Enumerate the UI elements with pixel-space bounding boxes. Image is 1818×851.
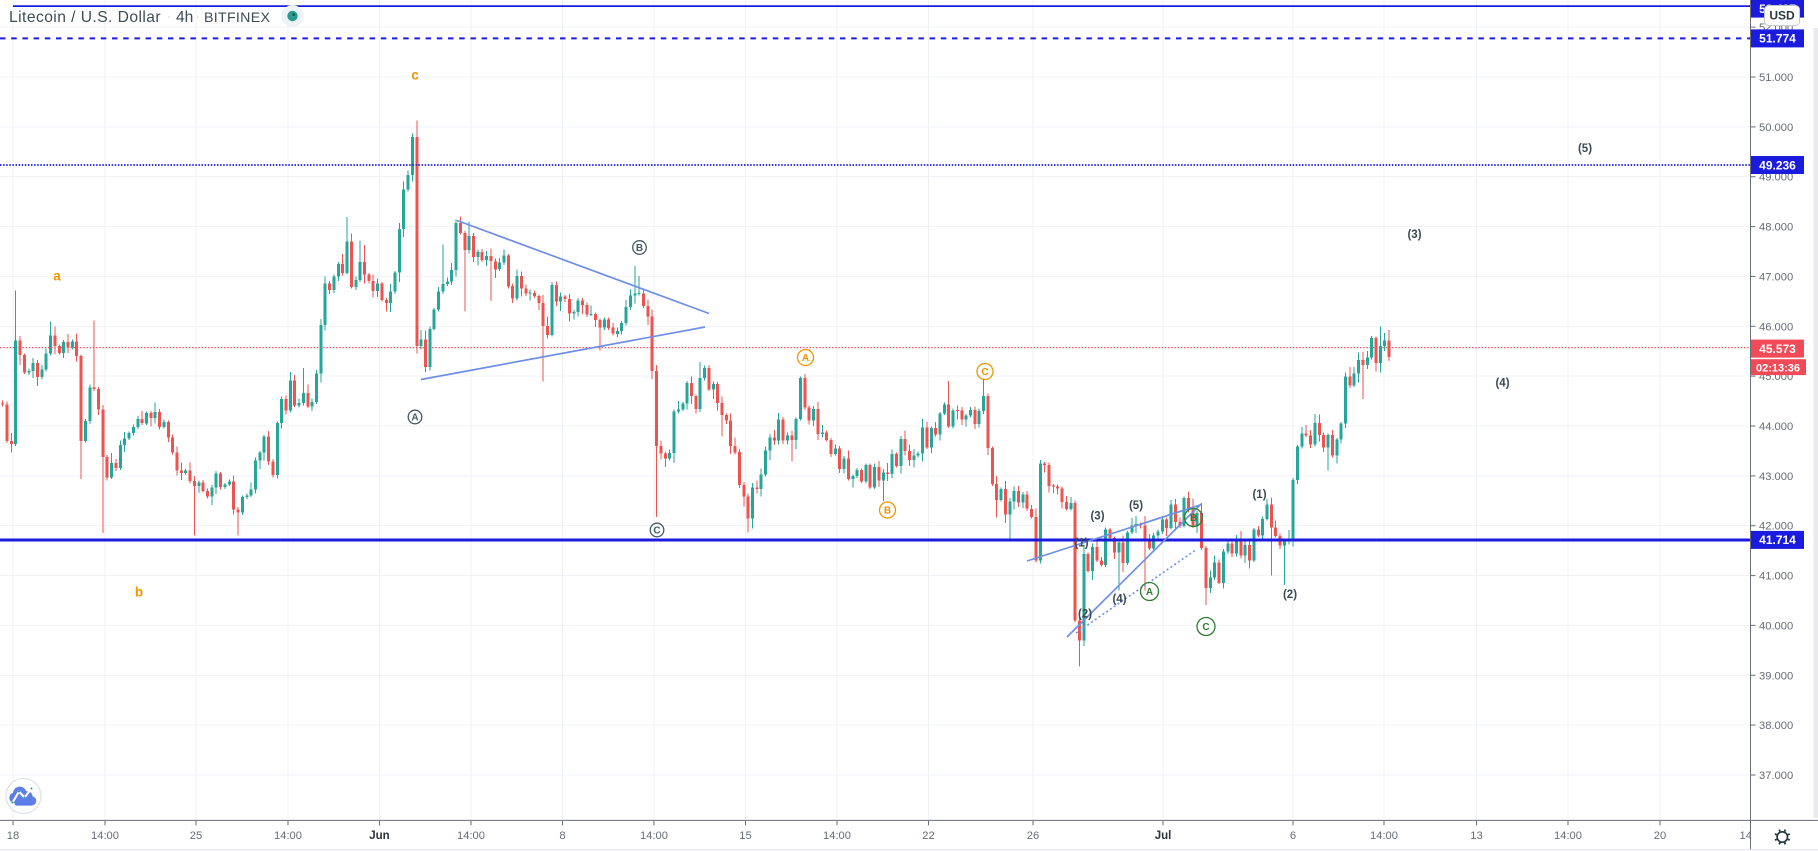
svg-text:02:13:36: 02:13:36 (1756, 362, 1800, 374)
svg-text:(4): (4) (1495, 378, 1509, 390)
svg-text:45.573: 45.573 (1759, 342, 1796, 356)
svg-text:14:00: 14:00 (457, 830, 485, 842)
svg-text:a: a (53, 269, 61, 284)
svg-text:38.000: 38.000 (1759, 720, 1793, 732)
svg-text:14:00: 14:00 (91, 830, 119, 842)
svg-text:14:00: 14:00 (274, 830, 302, 842)
svg-text:14:00: 14:00 (1554, 830, 1582, 842)
svg-text:Jun: Jun (369, 830, 389, 842)
svg-text:42.000: 42.000 (1759, 521, 1793, 533)
svg-text:15: 15 (739, 830, 751, 842)
svg-text:c: c (411, 68, 419, 83)
svg-text:26: 26 (1027, 830, 1039, 842)
svg-text:47.000: 47.000 (1759, 271, 1793, 283)
svg-text:44.000: 44.000 (1759, 421, 1793, 433)
svg-text:22: 22 (922, 830, 934, 842)
svg-text:B: B (1190, 513, 1197, 524)
svg-text:48.000: 48.000 (1759, 222, 1793, 234)
svg-text:46.000: 46.000 (1759, 321, 1793, 333)
svg-text:USD: USD (1769, 9, 1795, 23)
svg-text:52.000: 52.000 (1759, 22, 1793, 34)
svg-text:C: C (653, 525, 660, 536)
svg-text:(3): (3) (1090, 511, 1104, 523)
svg-text:(2): (2) (1283, 589, 1297, 601)
svg-text:6: 6 (1290, 830, 1296, 842)
svg-text:37.000: 37.000 (1759, 770, 1793, 782)
svg-text:(1): (1) (1074, 538, 1088, 550)
svg-text:50.000: 50.000 (1759, 122, 1793, 134)
svg-text:(3): (3) (1407, 229, 1421, 241)
svg-text:49.000: 49.000 (1759, 172, 1793, 184)
svg-text:BITFINEX: BITFINEX (204, 10, 270, 26)
svg-text:13: 13 (1470, 830, 1482, 842)
svg-text:41.000: 41.000 (1759, 571, 1793, 583)
svg-text:A: A (802, 353, 809, 364)
svg-text:C: C (1202, 622, 1209, 633)
svg-text:51.000: 51.000 (1759, 72, 1793, 84)
svg-text:14:00: 14:00 (823, 830, 851, 842)
svg-text:49.236: 49.236 (1759, 158, 1796, 172)
svg-text:b: b (135, 585, 143, 600)
svg-text:·: · (196, 11, 200, 23)
svg-text:(1): (1) (1252, 489, 1266, 501)
svg-text:40.000: 40.000 (1759, 620, 1793, 632)
svg-text:(4): (4) (1112, 594, 1126, 606)
svg-text:51.774: 51.774 (1759, 32, 1796, 46)
svg-text:(2): (2) (1078, 609, 1092, 621)
svg-text:41.714: 41.714 (1759, 533, 1796, 547)
svg-text:39.000: 39.000 (1759, 670, 1793, 682)
svg-text:14:00: 14:00 (1370, 830, 1398, 842)
svg-text:8: 8 (559, 830, 565, 842)
svg-text:20: 20 (1654, 830, 1666, 842)
svg-text:Jul: Jul (1155, 830, 1172, 842)
svg-text:4h: 4h (176, 9, 193, 26)
svg-text:14:00: 14:00 (1740, 830, 1768, 842)
svg-text:C: C (981, 367, 988, 378)
svg-text:·: · (167, 11, 171, 23)
svg-text:B: B (636, 243, 643, 254)
svg-text:43.000: 43.000 (1759, 471, 1793, 483)
svg-text:B: B (884, 505, 891, 516)
svg-text:Litecoin / U.S. Dollar: Litecoin / U.S. Dollar (9, 9, 161, 26)
svg-text:(5): (5) (1129, 500, 1143, 512)
svg-text:A: A (1146, 587, 1153, 598)
svg-text:18: 18 (7, 830, 19, 842)
svg-text:14:00: 14:00 (640, 830, 668, 842)
svg-text:25: 25 (190, 830, 202, 842)
svg-text:(5): (5) (1578, 143, 1592, 155)
svg-text:A: A (411, 412, 418, 423)
